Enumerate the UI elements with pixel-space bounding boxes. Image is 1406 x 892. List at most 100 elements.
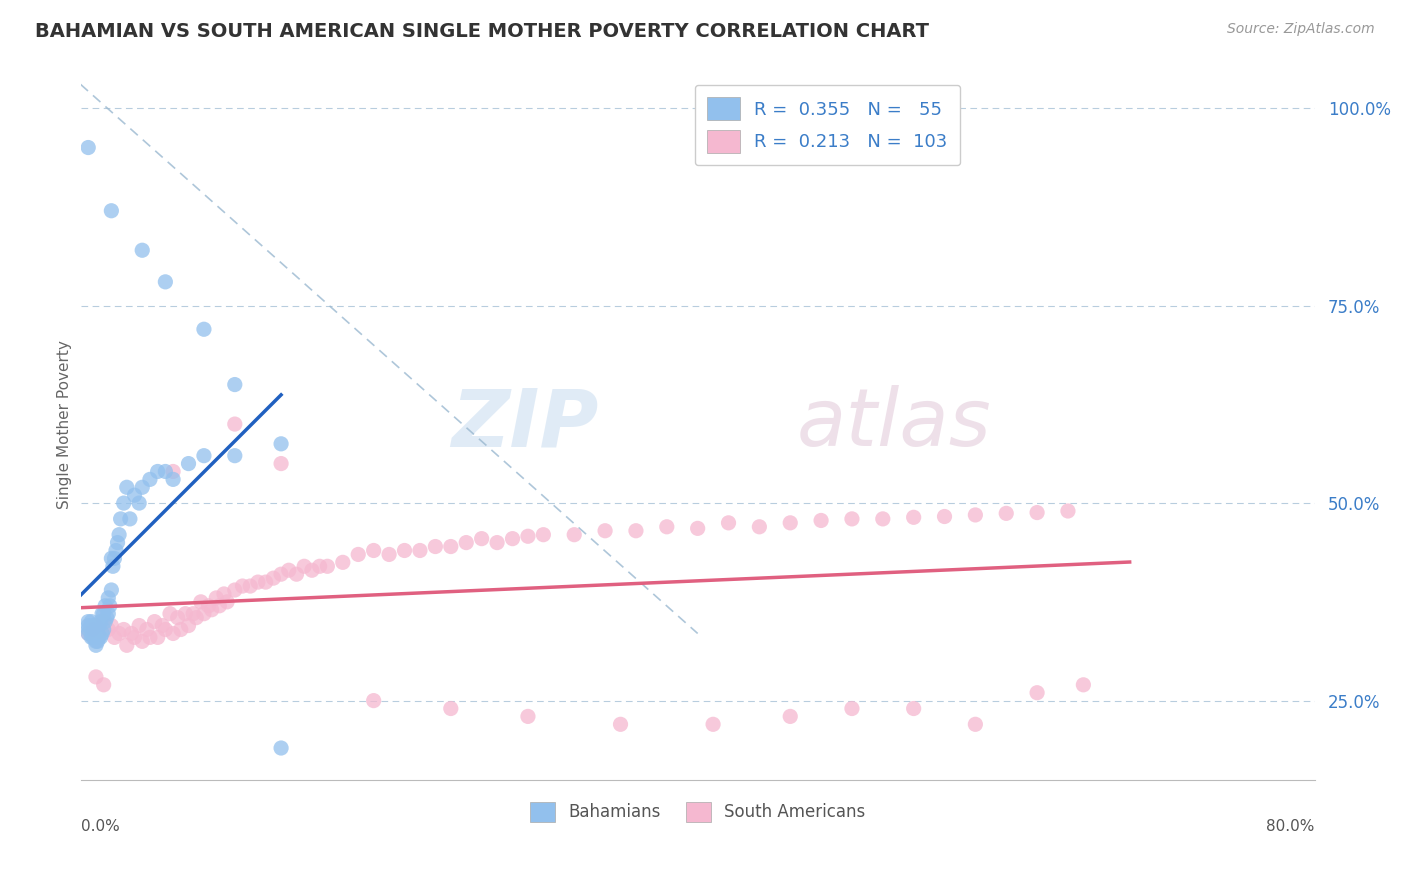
Point [425, 540, 447, 554]
Point [1057, 504, 1080, 518]
Point [84, 638, 107, 652]
Point [174, 607, 197, 621]
Point [301, 563, 323, 577]
Point [77, 615, 100, 629]
Point [100, 582, 122, 597]
Point [456, 535, 478, 549]
Point [118, 512, 141, 526]
Point [150, 618, 173, 632]
Legend: Bahamians, South Americans: Bahamians, South Americans [523, 796, 872, 828]
Point [80, 615, 103, 629]
Point [965, 717, 987, 731]
Point [502, 532, 524, 546]
Point [112, 496, 135, 510]
Point [115, 480, 138, 494]
Point [100, 203, 122, 218]
Point [624, 524, 647, 538]
Point [146, 465, 169, 479]
Point [87, 618, 110, 632]
Point [94, 599, 117, 613]
Point [903, 510, 925, 524]
Point [93, 607, 115, 621]
Point [1026, 506, 1049, 520]
Point [686, 521, 709, 535]
Point [208, 599, 231, 613]
Point [779, 516, 801, 530]
Point [107, 535, 129, 549]
Point [77, 623, 100, 637]
Point [93, 678, 115, 692]
Point [277, 563, 299, 577]
Point [717, 516, 740, 530]
Point [146, 631, 169, 645]
Point [262, 571, 284, 585]
Point [193, 449, 215, 463]
Point [316, 559, 339, 574]
Point [810, 513, 832, 527]
Point [128, 618, 150, 632]
Point [93, 615, 115, 629]
Point [224, 377, 246, 392]
Point [224, 417, 246, 431]
Point [934, 509, 956, 524]
Point [903, 701, 925, 715]
Point [87, 631, 110, 645]
Point [97, 591, 120, 605]
Point [80, 623, 103, 637]
Point [100, 618, 122, 632]
Point [779, 709, 801, 723]
Point [531, 527, 554, 541]
Point [332, 555, 354, 569]
Point [224, 449, 246, 463]
Point [363, 693, 385, 707]
Point [84, 634, 107, 648]
Point [131, 480, 153, 494]
Point [124, 631, 146, 645]
Point [86, 623, 108, 637]
Point [77, 140, 100, 154]
Point [609, 717, 631, 731]
Point [270, 437, 292, 451]
Point [87, 624, 110, 638]
Point [155, 465, 177, 479]
Point [110, 512, 132, 526]
Point [363, 543, 385, 558]
Point [112, 623, 135, 637]
Point [80, 631, 103, 645]
Point [82, 618, 104, 632]
Point [83, 631, 105, 645]
Point [702, 717, 724, 731]
Point [91, 607, 114, 621]
Point [246, 575, 269, 590]
Point [177, 457, 200, 471]
Point [135, 623, 157, 637]
Point [190, 595, 212, 609]
Point [90, 615, 112, 629]
Point [162, 626, 184, 640]
Point [103, 551, 125, 566]
Point [995, 507, 1018, 521]
Point [108, 626, 131, 640]
Point [159, 607, 181, 621]
Point [77, 626, 100, 640]
Point [84, 618, 107, 632]
Point [155, 623, 177, 637]
Point [97, 623, 120, 637]
Point [965, 508, 987, 522]
Point [162, 472, 184, 486]
Point [77, 618, 100, 632]
Text: 80.0%: 80.0% [1267, 819, 1315, 834]
Point [83, 623, 105, 637]
Point [655, 520, 678, 534]
Text: BAHAMIAN VS SOUTH AMERICAN SINGLE MOTHER POVERTY CORRELATION CHART: BAHAMIAN VS SOUTH AMERICAN SINGLE MOTHER… [35, 22, 929, 41]
Point [86, 634, 108, 648]
Point [1073, 678, 1095, 692]
Point [872, 512, 894, 526]
Point [231, 579, 253, 593]
Point [562, 527, 585, 541]
Text: atlas: atlas [796, 385, 991, 463]
Point [748, 520, 770, 534]
Point [139, 472, 162, 486]
Point [98, 599, 121, 613]
Point [166, 610, 188, 624]
